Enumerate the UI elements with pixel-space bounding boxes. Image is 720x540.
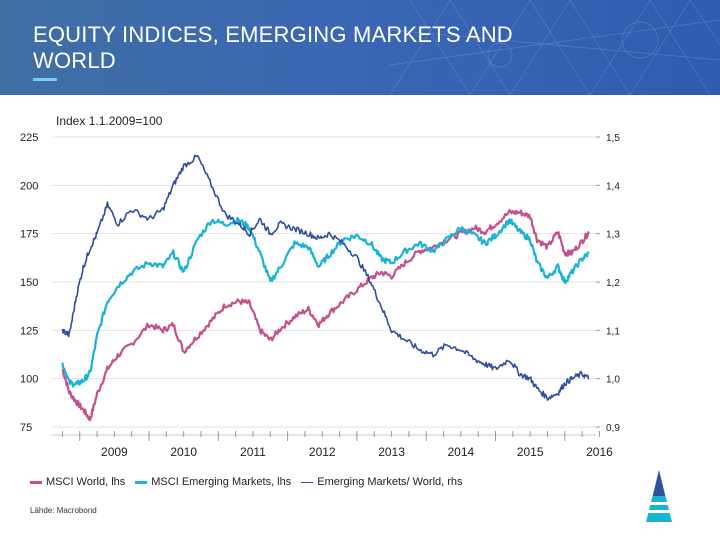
series-layer: [61, 154, 590, 422]
series-line-1: [61, 216, 590, 388]
company-logo: [646, 470, 672, 522]
title-banner: EQUITY INDICES, EMERGING MARKETS AND WOR…: [0, 0, 720, 95]
title-line-1: EQUITY INDICES, EMERGING MARKETS AND: [33, 22, 513, 47]
x-tick-label: 2014: [448, 445, 475, 459]
y-right-tick-label: 1,1: [606, 326, 620, 337]
y-left-tick-label: 200: [20, 180, 38, 192]
legend-item-em-world-ratio: Emerging Markets/ World, rhs: [301, 476, 463, 488]
source-note: Lähde: Macrobond: [30, 506, 97, 515]
y-left-tick-label: 75: [20, 422, 32, 434]
y-right-tick-label: 1,4: [606, 181, 620, 192]
x-tick-label: 2013: [378, 445, 405, 459]
y-left-tick-label: 175: [20, 229, 38, 241]
title-line-2: WORLD: [33, 48, 116, 73]
y-right-tick-label: 1,2: [606, 278, 620, 289]
y-right-tick-label: 1,5: [606, 133, 620, 144]
y-right-tick-label: 0,9: [606, 423, 620, 434]
x-tick-label: 2011: [240, 445, 266, 459]
x-tick-label: 2015: [517, 445, 544, 459]
legend-swatch-msci-world: [30, 480, 42, 484]
legend-item-msci-world: MSCI World, lhs: [30, 476, 125, 488]
y-right-tick-label: 1,0: [606, 375, 620, 386]
grid-layer: [52, 136, 596, 428]
y-left-tick-label: 150: [20, 277, 38, 289]
x-tick-label: 2010: [170, 445, 197, 459]
series-line-2: [61, 154, 590, 401]
y-left-tick-label: 125: [20, 325, 38, 337]
chart-legend: MSCI World, lhs MSCI Emerging Markets, l…: [30, 476, 463, 488]
y-left-tick-label: 100: [20, 374, 38, 386]
x-tick-label: 2009: [101, 445, 128, 459]
axes-layer: 225 200 175 150 125 100 75 1,5 1,4 1,3 1,2 1,1 1,0 0,…: [20, 132, 620, 459]
equity-line-chart: 225 200 175 150 125 100 75 1,5 1,4 1,3 1,2 1,1 1,0 0,…: [20, 132, 620, 459]
legend-label-em-world-ratio: Emerging Markets/ World, rhs: [317, 476, 463, 488]
series-line-0: [61, 209, 590, 422]
legend-label-msci-em: MSCI Emerging Markets, lhs: [151, 476, 292, 488]
decorative-pattern: [390, 0, 720, 95]
title-accent-rule: [33, 78, 57, 81]
page-title: EQUITY INDICES, EMERGING MARKETS AND WOR…: [33, 22, 633, 74]
legend-swatch-em-world-ratio: [301, 481, 314, 483]
legend-label-msci-world: MSCI World, lhs: [46, 476, 126, 488]
x-tick-label: 2012: [309, 445, 336, 459]
x-tick-label: 2016: [586, 445, 613, 459]
y-left-tick-label: 225: [20, 132, 38, 144]
chart-subtitle: Index 1.1.2009=100: [56, 114, 163, 128]
legend-swatch-msci-em: [135, 480, 148, 484]
y-right-tick-label: 1,3: [606, 230, 620, 241]
legend-item-msci-em: MSCI Emerging Markets, lhs: [135, 476, 291, 488]
